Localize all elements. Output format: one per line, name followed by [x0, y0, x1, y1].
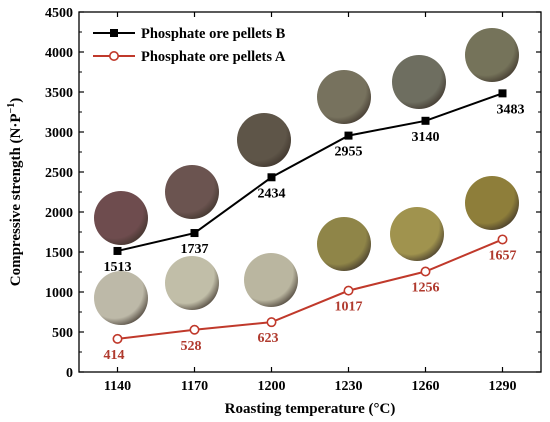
y-axis-label-close: ) — [8, 98, 24, 103]
legend-label: Phosphate ore pellets B — [141, 26, 286, 42]
data-label: 2434 — [258, 186, 286, 201]
legend-marker — [109, 50, 120, 61]
x-tick-label: 1230 — [335, 379, 363, 394]
data-point — [343, 285, 354, 296]
pellet-photo-b — [237, 113, 291, 167]
x-tick-label: 1170 — [181, 379, 208, 394]
y-tick-label: 3000 — [45, 126, 73, 141]
data-point — [189, 324, 200, 335]
pellet-photo-b — [165, 165, 219, 219]
pellet-photo-b — [392, 55, 446, 109]
y-tick-label: 2500 — [45, 166, 73, 181]
data-label: 1256 — [412, 281, 440, 296]
x-tick-label: 1140 — [104, 379, 131, 394]
data-label: 528 — [181, 339, 202, 354]
data-label: 3483 — [497, 102, 525, 117]
y-tick-label: 1500 — [45, 246, 73, 261]
pellet-photo-a — [390, 207, 444, 261]
pellet-photo-b — [94, 191, 148, 245]
series-line — [117, 92, 503, 252]
data-point — [420, 266, 431, 277]
pellet-photo-a — [165, 256, 219, 310]
y-tick-label: 4000 — [45, 46, 73, 61]
data-point — [113, 246, 122, 255]
pellet-photo-a — [317, 217, 371, 271]
data-label: 1657 — [489, 248, 517, 263]
pellet-photo-b — [465, 28, 519, 82]
axis-ticks: 0 500 1000 1500 2000 2500 3000 3500 4000 4500 1140… — [45, 6, 541, 394]
x-axis-label: Roasting temperature (°C) — [225, 401, 396, 417]
x-tick-label: 1200 — [258, 379, 286, 394]
x-tick-label: 1260 — [412, 379, 440, 394]
data-point — [266, 317, 277, 328]
y-tick-label: 4500 — [45, 6, 73, 21]
data-point — [498, 89, 507, 98]
y-tick-label: 2000 — [45, 206, 73, 221]
legend-label: Phosphate ore pellets A — [141, 49, 286, 65]
plot-frame — [78, 11, 542, 373]
pellet-photo-a — [94, 271, 148, 325]
data-point — [267, 173, 276, 182]
pellet-photo-a — [465, 176, 519, 230]
pellet-photos — [94, 28, 519, 325]
y-axis-label-superscript: −1 — [6, 103, 17, 114]
data-label: 623 — [258, 331, 279, 346]
y-axis-label-main: Compressive strength (N·P — [8, 113, 24, 286]
data-point — [344, 131, 353, 140]
data-label: 1737 — [181, 242, 209, 257]
y-tick-label: 0 — [66, 366, 73, 381]
pellet-photo-a — [244, 253, 298, 307]
data-point — [112, 333, 123, 344]
data-label: 414 — [104, 348, 125, 363]
y-tick-label: 500 — [52, 326, 73, 341]
data-point — [190, 229, 199, 238]
data-label: 1513 — [104, 260, 132, 275]
series-layer: 1513 1737 2434 2955 3140 3483 414 528 623 1017 125… — [104, 89, 525, 363]
y-tick-label: 1000 — [45, 286, 73, 301]
legend-marker — [110, 29, 118, 37]
x-tick-label: 1290 — [489, 379, 517, 394]
legend: Phosphate ore pellets B Phosphate ore pel… — [93, 26, 286, 65]
data-label: 3140 — [412, 130, 440, 145]
y-tick-label: 3500 — [45, 86, 73, 101]
data-label: 2955 — [335, 145, 363, 160]
series-line — [117, 238, 503, 340]
data-point — [421, 116, 430, 125]
y-axis-label: Compressive strength (N·P−1) — [6, 98, 24, 286]
pellet-photo-b — [317, 70, 371, 124]
data-label: 1017 — [335, 300, 363, 315]
data-point — [497, 234, 508, 245]
